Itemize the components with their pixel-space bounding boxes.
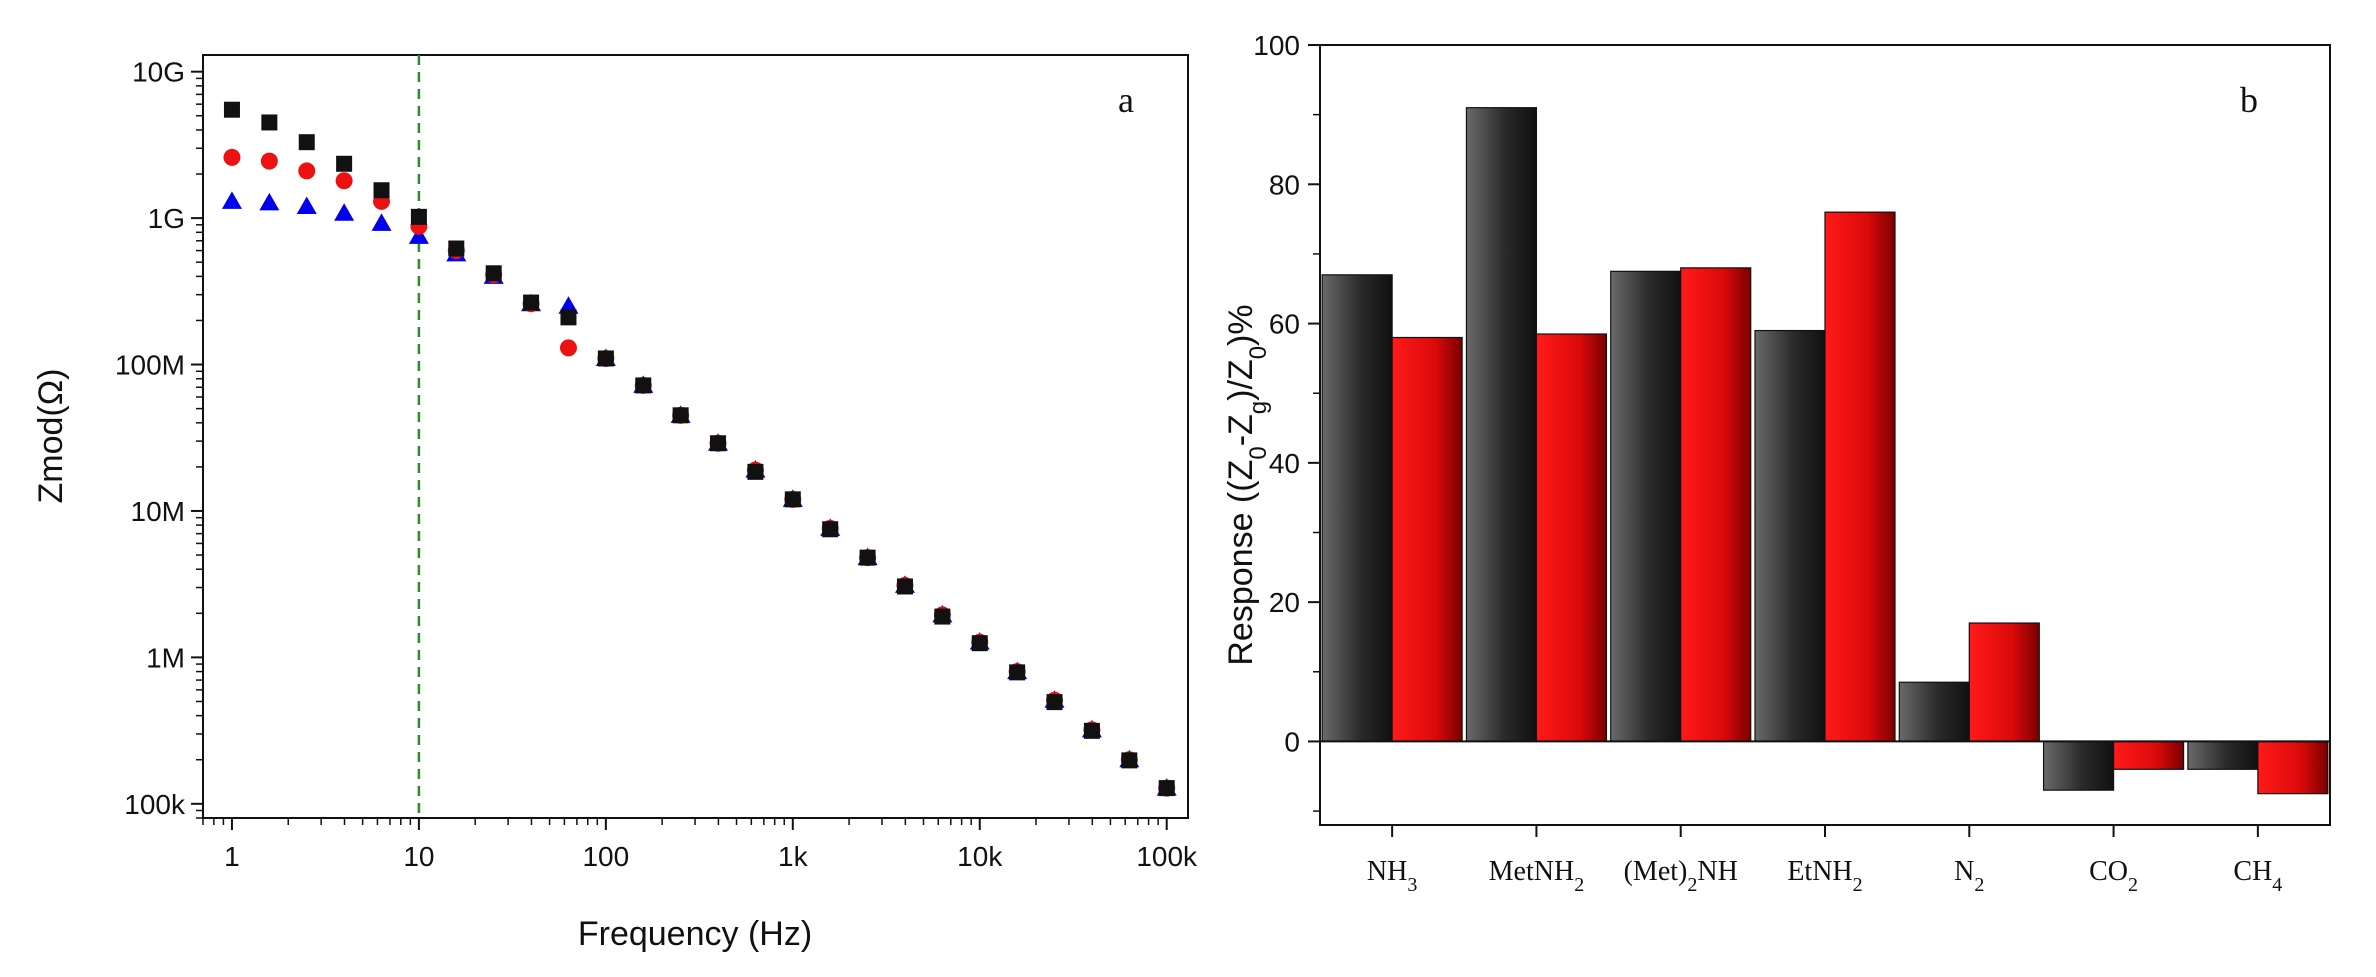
square-point <box>635 377 652 394</box>
y-tick-label: 80 <box>1269 169 1300 200</box>
x-tick-label: 1 <box>224 841 240 872</box>
y-tick-label: 100k <box>124 789 186 820</box>
bar-black <box>1898 681 1970 743</box>
panel-a-marks: 1 10 100 1k 10k 100k 100k 1M 10M 100M 1G 10G <box>115 55 1198 872</box>
bar-black <box>1754 329 1826 743</box>
y-tick-label: 1G <box>148 203 185 234</box>
y-tick-label: 20 <box>1269 587 1300 618</box>
square-point <box>261 114 278 131</box>
triangle-point <box>259 192 280 211</box>
square-point <box>971 635 988 652</box>
bar-black <box>1465 107 1538 743</box>
y-tick-label: 40 <box>1269 448 1300 479</box>
bar-black <box>1321 274 1393 743</box>
bar-red <box>2112 740 2185 770</box>
square-point <box>410 208 427 225</box>
triangle-point <box>371 213 392 231</box>
square-point <box>1009 664 1026 681</box>
square-point <box>448 240 465 257</box>
y-tick-label: 100 <box>1253 30 1300 61</box>
circle-point <box>298 162 316 180</box>
x-tick-label: 100 <box>582 841 629 872</box>
square-point <box>560 309 577 326</box>
square-point <box>1158 780 1175 797</box>
bar-red <box>1968 622 2040 743</box>
y-tick-label: 10M <box>131 496 185 527</box>
panel-a-impedance-chart: 1 10 100 1k 10k 100k 100k 1M 10M 100M 1G 10G a Freq… <box>32 54 1198 953</box>
y-tick-label: 1M <box>146 642 185 673</box>
panel-b-y-axis-title: Response ((Z0-Zg)/Z0)% <box>1222 304 1272 665</box>
bar-red <box>1680 267 1752 743</box>
square-point <box>298 134 315 151</box>
category-label: (Met)2NH <box>1624 856 1738 896</box>
category-label: MetNH2 <box>1489 856 1585 896</box>
square-point <box>747 463 764 480</box>
x-tick-label: 10 <box>403 841 434 872</box>
square-point <box>1046 694 1063 711</box>
x-tick-label: 1k <box>778 841 809 872</box>
bar-red <box>1391 336 1463 743</box>
circle-point <box>559 339 577 357</box>
category-label: CO2 <box>2089 856 2138 896</box>
square-point <box>822 521 839 538</box>
square-point <box>373 182 390 199</box>
bar-red <box>1824 211 1896 743</box>
circle-point <box>335 172 353 190</box>
square-point <box>597 350 614 367</box>
bar-red <box>1535 333 1608 743</box>
square-point <box>784 491 801 508</box>
square-point <box>523 294 540 311</box>
y-tick-label: 100M <box>115 350 185 381</box>
square-point <box>223 101 240 118</box>
x-tick-label: 100k <box>1136 841 1198 872</box>
category-label: NH3 <box>1367 856 1417 896</box>
y-tick-label: 60 <box>1269 309 1300 340</box>
panel-b-marks: 0 20 40 60 80 100 NH3 MetNH2 (Met)2NH EtNH2 N2 CO2 C… <box>1253 30 2330 896</box>
triangle-point <box>334 203 355 221</box>
square-point <box>859 549 876 566</box>
bar-red <box>2257 740 2329 795</box>
category-label: N2 <box>1954 856 1984 896</box>
bar-black <box>2042 740 2115 791</box>
category-label: CH4 <box>2233 856 2282 896</box>
bar-black <box>2187 740 2259 770</box>
square-point <box>896 578 913 595</box>
y-tick-label: 0 <box>1284 726 1300 757</box>
square-point <box>710 435 727 452</box>
circle-point <box>223 148 241 166</box>
square-point <box>1121 752 1138 769</box>
panel-a-x-axis-title: Frequency (Hz) <box>578 915 812 953</box>
square-point <box>336 155 353 172</box>
panel-b-response-chart: 0 20 40 60 80 100 NH3 MetNH2 (Met)2NH EtNH2 N2 CO2 C… <box>1222 30 2331 896</box>
triangle-point <box>221 191 242 209</box>
bar-black <box>1610 270 1682 743</box>
y-tick-label: 10G <box>132 57 185 88</box>
triangle-point <box>296 196 317 215</box>
square-point <box>1083 722 1100 739</box>
square-point <box>485 265 502 282</box>
category-label: EtNH2 <box>1787 856 1862 896</box>
circle-point <box>260 152 278 170</box>
x-tick-label: 10k <box>957 841 1003 872</box>
panel-a-y-axis-title: Zmod(Ω) <box>32 369 70 504</box>
panel-a-letter: a <box>1118 80 1134 120</box>
square-point <box>672 407 689 424</box>
triangle-point <box>408 226 429 244</box>
panel-b-letter: b <box>2240 80 2258 120</box>
square-point <box>934 608 951 625</box>
